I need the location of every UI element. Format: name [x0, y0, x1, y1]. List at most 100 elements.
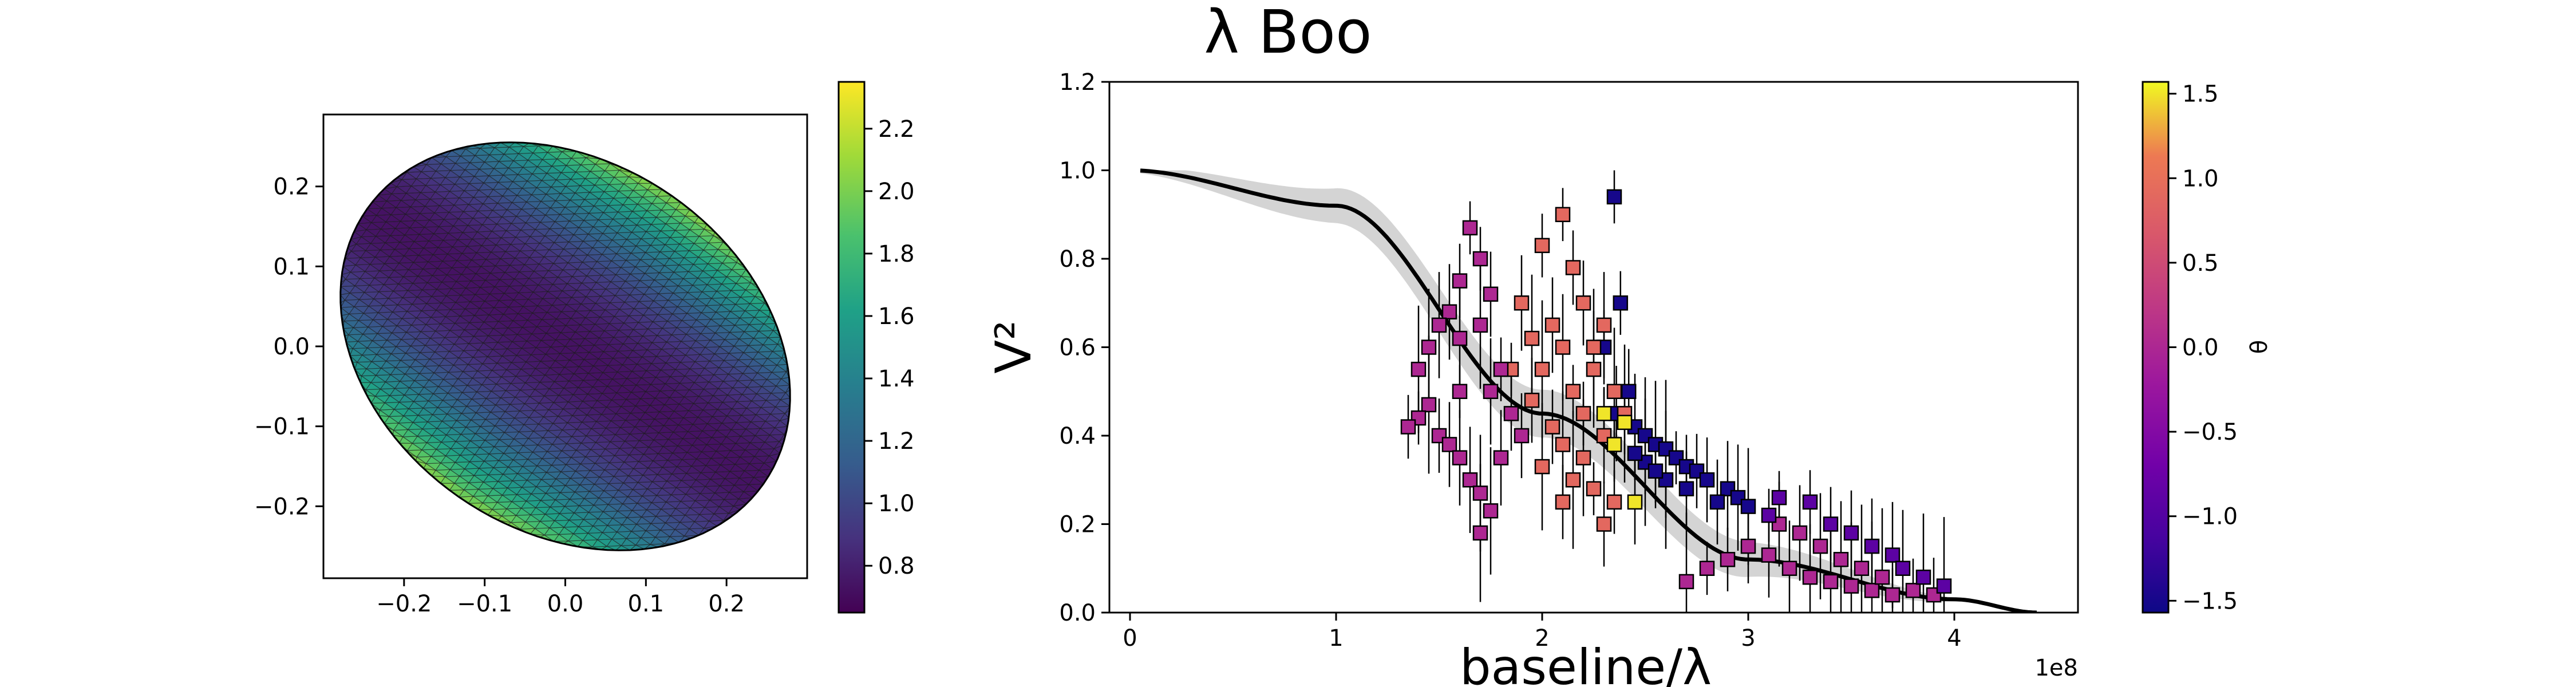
data-point-marker: [1761, 547, 1777, 563]
colorbar-tick-label: 1.0: [878, 491, 915, 517]
data-point-marker: [1534, 459, 1550, 475]
data-point-marker: [1514, 295, 1530, 311]
y-tick-label: 0.2: [273, 174, 310, 200]
data-point-marker: [1411, 361, 1427, 377]
data-point-marker: [1544, 419, 1560, 435]
viridis-colorbar-ticks: 0.8 1.0 1.2 1.4 1.6 1.8 2.0 2.2: [864, 116, 915, 579]
y-tick-label: 0.0: [273, 334, 310, 360]
data-point-marker: [1606, 189, 1622, 205]
y-tick-label: 0.0: [1059, 600, 1096, 626]
x-tick-label: 1: [1329, 625, 1343, 652]
data-point-marker: [1483, 384, 1499, 399]
data-point-marker: [1596, 428, 1612, 444]
data-point-marker: [1843, 525, 1859, 541]
data-point-marker: [1483, 503, 1499, 519]
data-point-marker: [1565, 472, 1581, 488]
data-point-marker: [1792, 525, 1808, 541]
plot-title: λ Boo: [1204, 0, 1372, 67]
colorbar-tick-label: 1.2: [878, 428, 915, 455]
data-point-marker: [1586, 339, 1602, 355]
colorbar-tick-label: −0.5: [2182, 419, 2238, 445]
y-tick-label: 0.8: [1059, 246, 1096, 273]
y-tick-label: −0.1: [254, 414, 310, 440]
data-markers: [1400, 189, 1952, 603]
data-point-marker: [1606, 494, 1622, 510]
data-point-marker: [1864, 538, 1880, 554]
data-point-marker: [1617, 414, 1633, 431]
data-point-marker: [1823, 516, 1839, 532]
colorbar-tick-label: 1.6: [878, 303, 915, 330]
data-point-marker: [1802, 494, 1818, 510]
data-point-marker: [1565, 260, 1581, 275]
data-point-marker: [1596, 317, 1612, 333]
data-point-marker: [1575, 406, 1591, 421]
colorbar-tick-label: 1.5: [2182, 81, 2219, 108]
data-point-marker: [1421, 339, 1437, 355]
y-tick-label: 0.6: [1059, 335, 1096, 361]
theta-colorbar: −1.5 −1.0 −0.5 0.0 0.5 1.0 1.5 θ: [2142, 81, 2273, 614]
data-point-marker: [1462, 472, 1478, 488]
colorbar-tick-label: 2.0: [878, 179, 915, 205]
data-point-marker: [1575, 295, 1591, 311]
data-point-marker: [1544, 317, 1560, 333]
data-point-marker: [1575, 450, 1591, 465]
data-point-marker: [1493, 361, 1509, 377]
surface-map-panel: −0.2 −0.1 0.0 0.1 0.2 −0.2 −0.1 0.0 0.1 0.2: [254, 113, 808, 617]
colorbar-tick-label: 0.0: [2182, 335, 2219, 361]
data-point-marker: [1613, 295, 1629, 311]
data-point-marker: [1915, 569, 1931, 585]
data-point-marker: [1699, 472, 1715, 488]
data-point-marker: [1524, 392, 1540, 408]
data-point-marker: [1606, 437, 1622, 452]
data-point-marker: [1555, 339, 1571, 355]
data-point-marker: [1493, 450, 1509, 465]
y-tick-label: 1.2: [1059, 69, 1096, 96]
surface-outline: [339, 141, 791, 551]
y-tick-label: 0.2: [1059, 512, 1096, 538]
colorbar-tick-label: −1.5: [2182, 588, 2238, 614]
data-point-marker: [1884, 547, 1901, 563]
x-tick-label: 3: [1741, 625, 1755, 652]
y-tick-label: 1.0: [1059, 158, 1096, 184]
data-point-marker: [1555, 207, 1571, 222]
data-point-marker: [1472, 317, 1488, 333]
data-point-marker: [1781, 560, 1797, 576]
colorbar-tick-label: 1.8: [878, 241, 915, 267]
surface-colorbar: 0.8 1.0 1.2 1.4 1.6 1.8 2.0 2.2: [837, 81, 915, 614]
y-tick-label: 0.4: [1059, 423, 1096, 449]
colorbar-tick-label: 1.0: [2182, 165, 2219, 192]
y-tick-label: 0.1: [273, 254, 310, 280]
data-point-marker: [1647, 463, 1664, 479]
x-tick-label: −0.1: [457, 591, 512, 617]
data-point-marker: [1431, 428, 1447, 444]
data-point-marker: [1854, 560, 1870, 576]
data-point-marker: [1874, 569, 1890, 585]
data-point-marker: [1452, 384, 1468, 399]
data-point-marker: [1452, 450, 1468, 465]
ellipsoid-surface: [339, 141, 791, 551]
visibility-plot-panel: λ Boo 0 1 2 3 4 0.0 0.2 0.4 0.6 0.8 1.0 1.2 V² bas…: [985, 0, 2079, 687]
data-point-marker: [1555, 437, 1571, 452]
data-point-marker: [1514, 428, 1530, 444]
x-axis-label: baseline/λ: [1460, 639, 1712, 687]
x-tick-label: 4: [1947, 625, 1961, 652]
data-point-marker: [1400, 419, 1416, 435]
data-point-marker: [1586, 481, 1602, 496]
colorbar-tick-label: 0.8: [878, 553, 915, 579]
data-point-marker: [1812, 538, 1828, 554]
data-point-marker: [1534, 361, 1550, 377]
data-point-marker: [1740, 499, 1756, 514]
colorbar-tick-label: 1.4: [878, 366, 915, 392]
data-point-marker: [1441, 437, 1457, 452]
plot-x-axis: 0 1 2 3 4: [1123, 613, 1962, 652]
data-point-marker: [1565, 384, 1581, 399]
surface-y-axis: −0.2 −0.1 0.0 0.1 0.2: [254, 174, 323, 520]
data-point-marker: [1771, 489, 1787, 506]
data-point-marker: [1864, 583, 1880, 598]
colorbar-tick-label: 0.5: [2182, 250, 2219, 277]
data-point-marker: [1823, 574, 1839, 590]
data-point-marker: [1606, 384, 1622, 399]
colorbar-tick-label: 2.2: [878, 116, 915, 143]
data-point-marker: [1678, 574, 1694, 590]
